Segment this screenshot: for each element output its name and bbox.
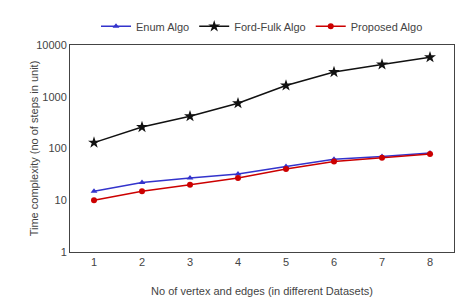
svg-text:1000: 1000 [42, 91, 66, 103]
svg-text:10000: 10000 [36, 39, 67, 51]
svg-text:5: 5 [283, 256, 289, 268]
svg-text:No of vertex and edges (in dif: No of vertex and edges (in different Dat… [151, 285, 373, 297]
svg-text:1: 1 [61, 246, 67, 258]
svg-text:7: 7 [379, 256, 385, 268]
svg-text:4: 4 [235, 256, 241, 268]
svg-text:10: 10 [55, 194, 67, 206]
svg-text:6: 6 [331, 256, 337, 268]
svg-text:2: 2 [139, 256, 145, 268]
svg-text:8: 8 [427, 256, 433, 268]
svg-text:1: 1 [91, 256, 97, 268]
svg-text:Time complexity (no of steps i: Time complexity (no of steps in unit) [28, 61, 40, 237]
svg-text:Enum Algo: Enum Algo [136, 21, 189, 33]
svg-text:100: 100 [48, 142, 66, 154]
svg-text:Proposed Algo: Proposed Algo [351, 21, 423, 33]
svg-text:3: 3 [187, 256, 193, 268]
svg-text:Ford-Fulk Algo: Ford-Fulk Algo [234, 21, 306, 33]
